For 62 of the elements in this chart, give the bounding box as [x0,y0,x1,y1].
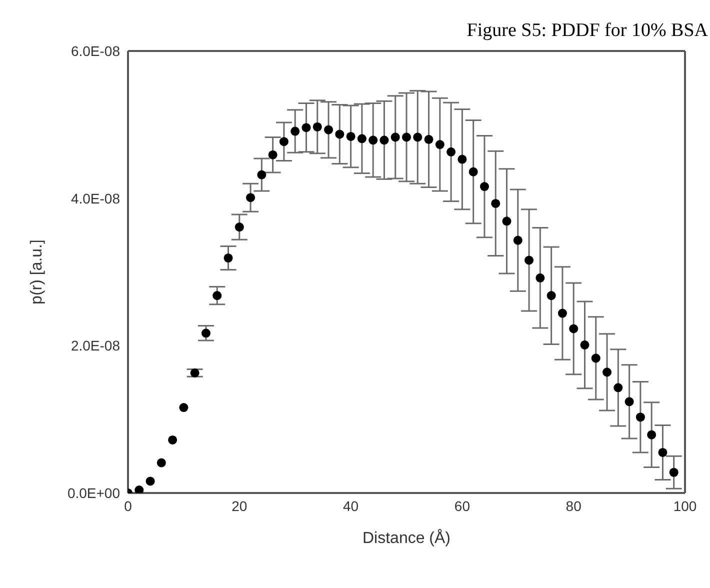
point [458,154,467,164]
point [201,328,210,338]
point [268,150,278,160]
point [302,123,311,132]
point [279,137,288,146]
point [580,340,590,350]
point [446,147,456,156]
x-axis-title: Distance (Å) [362,529,451,547]
chart-title: Figure S5: PDDF for 10% BSA [466,20,708,42]
x-tick-label: 80 [566,498,582,514]
y-tick-label: 0.0E+00 [67,484,120,501]
point [156,458,166,468]
point [413,132,422,142]
point [468,167,478,176]
point [168,435,178,444]
point [212,291,222,300]
point [480,182,489,192]
point [591,354,600,363]
y-tick-label: 4.0E-08 [70,190,120,206]
point [357,134,366,144]
point [134,486,144,493]
point [546,291,556,300]
point [536,273,545,282]
point [524,256,534,265]
point [390,132,400,142]
point [636,412,645,422]
x-tick-label: 100 [673,498,697,514]
point [224,254,233,263]
point [602,368,612,377]
y-axis-title: p(r) [a.u.] [28,240,46,304]
point [234,222,244,232]
point [614,383,623,392]
x-tick-label: 20 [232,498,248,514]
y-tick-label: 2.0E-08 [70,338,120,354]
point [335,130,344,139]
point [380,136,389,145]
point [491,198,500,208]
point [502,216,512,226]
point [658,448,668,457]
x-tick-label: 40 [343,498,359,514]
point [179,403,188,412]
x-tick-label: 0 [124,498,132,514]
point [190,368,200,378]
point [435,140,444,150]
point [146,476,155,486]
y-tick-label: 6.0E-08 [70,42,120,59]
point [647,430,656,440]
point [312,122,322,132]
point [246,193,256,202]
point [324,125,334,134]
point [368,136,378,145]
point [402,132,412,142]
point [257,170,266,180]
point [290,126,300,136]
point [624,397,634,406]
point [669,468,678,477]
x-tick-label: 60 [454,498,470,514]
point [558,308,567,318]
point [346,132,356,141]
point [424,134,434,144]
point [513,236,522,245]
point [569,324,578,334]
